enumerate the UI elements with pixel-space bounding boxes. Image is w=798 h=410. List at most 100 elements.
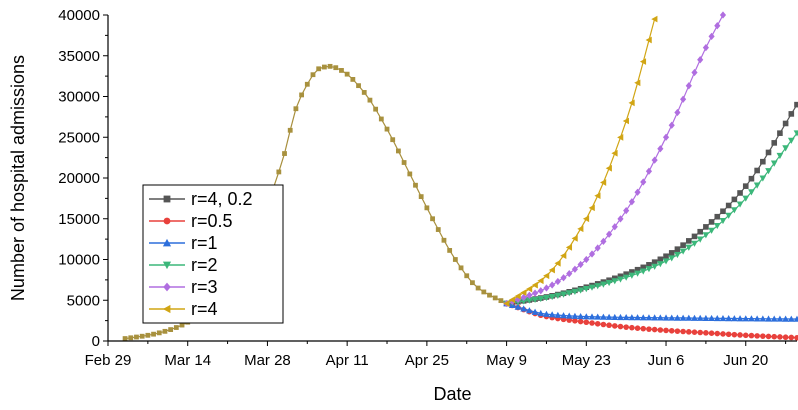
marker-triangle-up — [753, 315, 761, 322]
marker-triangle-down — [753, 182, 761, 189]
marker-triangle-down — [582, 286, 590, 293]
legend-label: r=1 — [191, 233, 218, 253]
marker-triangle-left — [503, 300, 510, 307]
marker-triangle-up — [674, 314, 681, 321]
marker-triangle-left — [645, 36, 652, 44]
marker-diamond — [571, 265, 579, 273]
marker-square — [754, 167, 760, 174]
marker-diamond — [685, 82, 692, 90]
marker-diamond — [566, 270, 573, 278]
marker-triangle-up — [622, 314, 630, 321]
marker-square — [378, 116, 384, 122]
marker-diamond — [617, 215, 624, 223]
marker-triangle-left — [622, 117, 629, 125]
marker-triangle-up — [691, 314, 698, 321]
marker-triangle-up — [708, 314, 715, 322]
marker-diamond — [714, 22, 721, 30]
marker-triangle-up — [537, 309, 545, 317]
marker-circle — [714, 330, 721, 337]
x-tick-label: May 9 — [486, 352, 527, 369]
marker-circle — [163, 217, 171, 225]
marker-square — [151, 331, 156, 337]
marker-triangle-left — [520, 289, 527, 297]
marker-square — [748, 175, 755, 182]
series-line — [506, 132, 798, 305]
marker-square — [447, 248, 453, 253]
marker-diamond — [697, 56, 704, 64]
marker-square — [339, 68, 344, 73]
legend-item: r=3 — [149, 277, 218, 297]
series-r-3 — [503, 11, 727, 308]
marker-diamond — [651, 156, 658, 164]
marker-diamond — [163, 282, 171, 292]
marker-triangle-left — [605, 164, 612, 172]
marker-triangle-left — [651, 15, 658, 23]
marker-square — [162, 328, 168, 334]
marker-triangle-left — [548, 266, 555, 274]
marker-square — [788, 111, 795, 117]
marker-triangle-down — [543, 295, 550, 302]
marker-square — [458, 265, 464, 271]
marker-square — [122, 336, 128, 341]
marker-circle — [708, 330, 715, 337]
marker-triangle-up — [639, 314, 647, 321]
marker-square — [316, 66, 322, 72]
marker-square — [760, 158, 766, 165]
marker-square — [163, 195, 171, 203]
marker-triangle-up — [662, 314, 670, 321]
marker-triangle-left — [577, 225, 584, 233]
marker-triangle-down — [793, 130, 798, 137]
marker-triangle-left — [594, 192, 601, 200]
marker-square — [737, 190, 743, 196]
marker-diamond — [680, 95, 687, 103]
marker-triangle-up — [770, 315, 778, 322]
marker-diamond — [657, 145, 664, 153]
series-r-1 — [503, 300, 798, 322]
legend-label: r=4 — [191, 299, 218, 319]
marker-square — [487, 292, 492, 298]
marker-square — [299, 92, 305, 98]
marker-triangle-left — [600, 179, 607, 186]
marker-square — [475, 285, 481, 291]
marker-diamond — [623, 206, 630, 215]
marker-triangle-down — [651, 263, 659, 270]
marker-diamond — [594, 244, 601, 252]
marker-diamond — [611, 223, 618, 231]
marker-triangle-left — [639, 58, 647, 65]
marker-triangle-down — [554, 292, 562, 299]
marker-square — [145, 332, 151, 338]
marker-square — [674, 246, 681, 252]
marker-diamond — [588, 250, 596, 258]
marker-triangle-down — [702, 232, 710, 239]
marker-square — [765, 149, 772, 156]
marker-square — [720, 208, 726, 215]
marker-square — [731, 196, 738, 203]
marker-circle — [737, 332, 743, 338]
marker-triangle-down — [748, 189, 755, 196]
marker-circle — [771, 333, 778, 340]
y-tick-label: 0 — [92, 333, 100, 350]
marker-diamond — [560, 274, 567, 282]
marker-circle — [640, 325, 647, 332]
x-tick-label: Feb 29 — [85, 352, 132, 369]
marker-diamond — [708, 32, 715, 41]
marker-triangle-left — [526, 285, 533, 293]
marker-square — [356, 83, 361, 89]
marker-triangle-up — [526, 307, 533, 314]
marker-diamond — [634, 188, 641, 196]
marker-triangle-up — [656, 314, 664, 321]
marker-square — [634, 266, 641, 273]
legend: r=4, 0.2r=0.5r=1r=2r=3r=4 — [142, 184, 284, 324]
marker-circle — [634, 325, 641, 331]
marker-square — [617, 273, 624, 280]
marker-triangle-left — [571, 235, 578, 242]
marker-square — [470, 280, 475, 286]
marker-triangle-up — [776, 315, 784, 322]
marker-triangle-down — [645, 266, 653, 273]
marker-triangle-up — [782, 315, 789, 322]
marker-square — [703, 224, 709, 230]
marker-triangle-down — [628, 272, 636, 279]
marker-square — [179, 322, 185, 328]
marker-circle — [606, 322, 612, 329]
marker-square — [686, 238, 692, 244]
